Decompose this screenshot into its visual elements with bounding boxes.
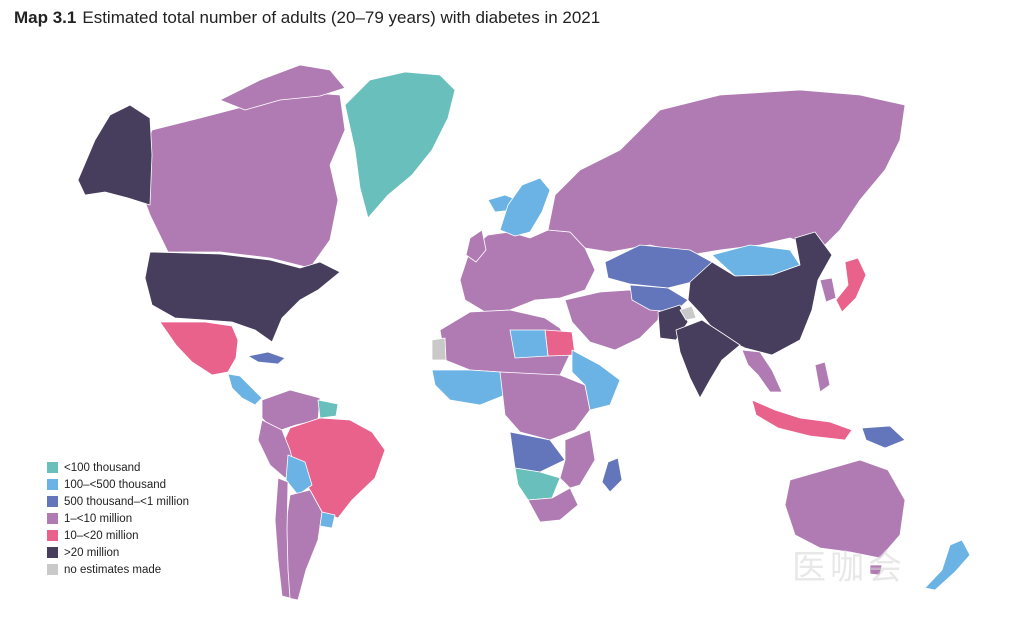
- region-chile[interactable]: [274, 477, 291, 599]
- region-mozambique[interactable]: [559, 429, 596, 489]
- region-japan[interactable]: [835, 257, 867, 313]
- legend-swatch: [47, 530, 58, 541]
- region-tasmania[interactable]: [869, 564, 883, 576]
- region-congo-angola[interactable]: [509, 431, 566, 473]
- region-uruguay[interactable]: [319, 511, 336, 529]
- region-madagascar[interactable]: [601, 457, 623, 493]
- map-title-tag: Map 3.1: [14, 8, 77, 27]
- region-egypt[interactable]: [544, 329, 576, 357]
- region-central-america[interactable]: [227, 373, 263, 406]
- region-caribbean[interactable]: [247, 351, 286, 365]
- region-mexico[interactable]: [159, 321, 239, 376]
- legend-item: >20 million: [47, 544, 189, 561]
- region-canada[interactable]: [134, 91, 346, 269]
- legend-swatch: [47, 479, 58, 490]
- watermark-logo: 医咖会: [792, 549, 906, 587]
- region-new-zealand[interactable]: [924, 539, 971, 591]
- region-no-estimate-africa[interactable]: [431, 337, 447, 361]
- region-indonesia[interactable]: [751, 399, 853, 441]
- legend-item: no estimates made: [47, 561, 189, 578]
- legend-item: <100 thousand: [47, 459, 189, 476]
- legend-label: 1–<10 million: [64, 512, 133, 525]
- legend-label: 10–<20 million: [64, 529, 139, 542]
- map-legend: <100 thousand 100–<500 thousand 500 thou…: [47, 459, 189, 578]
- legend-swatch: [47, 462, 58, 473]
- region-west-africa[interactable]: [431, 369, 506, 406]
- map-title-text: Estimated total number of adults (20–79 …: [82, 8, 601, 27]
- legend-item: 500 thousand–<1 million: [47, 493, 189, 510]
- region-argentina[interactable]: [284, 489, 323, 601]
- legend-label: <100 thousand: [64, 461, 141, 474]
- region-north-africa[interactable]: [439, 309, 573, 379]
- region-philippines[interactable]: [814, 361, 831, 393]
- region-png[interactable]: [861, 425, 906, 449]
- region-australia[interactable]: [784, 459, 906, 559]
- legend-label: no estimates made: [64, 563, 162, 576]
- region-libya[interactable]: [509, 329, 549, 359]
- legend-label: 500 thousand–<1 million: [64, 495, 189, 508]
- map-title: Map 3.1 Estimated total number of adults …: [14, 8, 600, 28]
- legend-swatch: [47, 564, 58, 575]
- region-guianas[interactable]: [317, 399, 339, 419]
- legend-item: 1–<10 million: [47, 510, 189, 527]
- region-usa[interactable]: [144, 251, 341, 343]
- region-southeast-asia[interactable]: [741, 349, 783, 393]
- legend-swatch: [47, 496, 58, 507]
- region-greenland[interactable]: [344, 71, 456, 219]
- legend-item: 100–<500 thousand: [47, 476, 189, 493]
- legend-item: 10–<20 million: [47, 527, 189, 544]
- legend-swatch: [47, 513, 58, 524]
- region-bolivia[interactable]: [285, 454, 313, 496]
- region-uk[interactable]: [465, 229, 487, 263]
- region-south-africa[interactable]: [527, 487, 579, 523]
- region-east-africa[interactable]: [571, 349, 621, 411]
- legend-swatch: [47, 547, 58, 558]
- region-no-estimate-asia[interactable]: [679, 305, 697, 321]
- region-russia[interactable]: [547, 89, 906, 256]
- legend-label: 100–<500 thousand: [64, 478, 167, 491]
- region-central-africa[interactable]: [499, 371, 591, 441]
- region-korea[interactable]: [819, 277, 837, 303]
- legend-label: >20 million: [64, 546, 120, 559]
- region-southern-africa[interactable]: [514, 467, 561, 501]
- region-canada-islands[interactable]: [219, 64, 346, 111]
- region-middle-east[interactable]: [564, 289, 661, 351]
- region-alaska[interactable]: [77, 104, 153, 206]
- region-india[interactable]: [675, 319, 741, 399]
- region-scandinavia[interactable]: [499, 177, 551, 237]
